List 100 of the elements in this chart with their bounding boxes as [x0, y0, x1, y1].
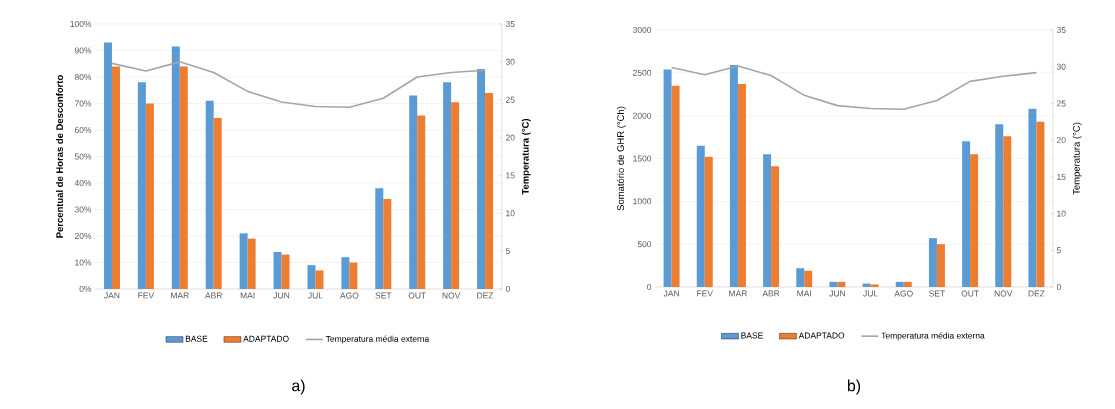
bar — [409, 95, 418, 289]
x-tick-label: MAI — [240, 292, 255, 299]
bar — [962, 141, 971, 287]
x-tick-label: OUT — [961, 290, 979, 297]
bar — [829, 281, 838, 287]
x-tick-label: OUT — [408, 292, 426, 299]
bar — [145, 103, 154, 289]
y-tick-label: 100% — [70, 21, 92, 27]
y-tick-label: 90% — [74, 47, 92, 54]
y-tick-label: 30% — [74, 206, 92, 213]
bar — [443, 82, 452, 289]
bar — [205, 100, 214, 289]
y-tick-label: 80% — [74, 74, 92, 80]
y2-tick-label: 25 — [505, 96, 515, 103]
y2-tick-label: 20 — [505, 134, 515, 141]
x-tick-label: MAR — [729, 290, 747, 297]
y-tick-label: 0% — [79, 286, 92, 292]
y2-tick-label: 10 — [1057, 210, 1066, 217]
bar — [273, 251, 282, 289]
x-tick-label: MAI — [797, 290, 812, 297]
y-tick-label: 40% — [74, 180, 92, 186]
bar — [213, 118, 222, 289]
y2-tick-label: 5 — [1056, 247, 1061, 254]
x-tick-label: AGO — [894, 290, 913, 297]
bar — [1036, 121, 1045, 287]
y2-tick-label: 0 — [505, 286, 510, 292]
legend-label: BASE — [741, 332, 763, 339]
y2-tick-label: 10 — [506, 210, 515, 217]
bar — [111, 66, 120, 289]
x-tick-label: NOV — [994, 290, 1013, 297]
x-tick-label: DEZ — [1028, 290, 1045, 297]
line-series — [670, 65, 1038, 111]
y-tick-label: 0 — [647, 284, 652, 290]
bar — [995, 124, 1004, 287]
y-tick-label: 500 — [637, 241, 652, 248]
bar — [928, 238, 937, 287]
legend-label: ADAPTADO — [243, 335, 289, 342]
x-tick-label: MAR — [171, 292, 189, 299]
bar — [771, 166, 780, 287]
x-tick-label: JAN — [663, 290, 679, 297]
bar — [341, 257, 350, 289]
bar — [349, 262, 358, 289]
y2-tick-label: 15 — [506, 172, 515, 179]
bar — [477, 69, 486, 289]
y-tick-label: 60% — [74, 127, 92, 133]
legend-label: BASE — [185, 335, 208, 342]
y2-tick-label: 30 — [505, 58, 515, 65]
bar — [239, 233, 248, 289]
y2-axis-title: Temperatura (°C) — [521, 118, 531, 195]
y2-tick-label: 35 — [1056, 27, 1066, 33]
bar — [903, 281, 912, 287]
line-series — [111, 61, 486, 109]
y2-tick-label: 25 — [1056, 100, 1066, 107]
y2-tick-label: 35 — [505, 21, 515, 27]
x-tick-label: JUN — [829, 290, 845, 297]
bar — [417, 115, 426, 289]
y-tick-label: 1500 — [633, 155, 652, 162]
y-axis-title: Percentual de Horas de Desconforto — [56, 75, 63, 238]
y-tick-label: 50% — [74, 153, 92, 160]
bar — [307, 265, 316, 289]
y-tick-label: 20% — [74, 233, 92, 239]
y-tick-label: 2000 — [633, 112, 652, 119]
bar — [103, 42, 112, 289]
bar — [895, 281, 904, 287]
bar — [804, 270, 813, 287]
text: b) — [847, 379, 861, 395]
x-tick-label: DEZ — [477, 292, 494, 299]
bar — [247, 238, 256, 289]
text: a) — [292, 379, 305, 395]
x-tick-label: SET — [375, 292, 392, 299]
bar — [671, 85, 680, 287]
legend-label: Temperatura média externa — [881, 332, 985, 341]
bar — [696, 145, 705, 287]
bar — [375, 188, 384, 289]
bar — [1003, 136, 1012, 287]
y-tick-label: 2500 — [633, 69, 652, 76]
x-tick-label: ABR — [762, 290, 780, 297]
x-tick-label: ABR — [205, 292, 223, 299]
legend-label: ADAPTADO — [798, 332, 845, 339]
bar — [1028, 108, 1037, 287]
bar — [383, 198, 392, 289]
x-tick-label: FEV — [697, 290, 713, 297]
bar — [704, 156, 713, 287]
y2-tick-label: 0 — [1056, 284, 1061, 290]
bar — [763, 154, 772, 287]
x-tick-label: JUL — [863, 290, 878, 297]
bar — [737, 83, 746, 287]
y2-tick-label: 30 — [1056, 63, 1066, 70]
x-tick-label: JUL — [308, 292, 323, 299]
x-tick-label: SET — [929, 290, 945, 297]
bar — [870, 284, 879, 287]
bar — [315, 270, 324, 289]
bar — [796, 268, 805, 287]
legend-label: Temperatura média externa — [325, 335, 430, 344]
x-tick-label: JUN — [273, 292, 290, 299]
y2-axis-title: Temperatura (°C) — [1072, 122, 1082, 195]
x-tick-label: NOV — [442, 292, 461, 299]
y-tick-label: 1000 — [633, 198, 652, 205]
bar — [281, 254, 290, 289]
bar — [137, 82, 146, 289]
